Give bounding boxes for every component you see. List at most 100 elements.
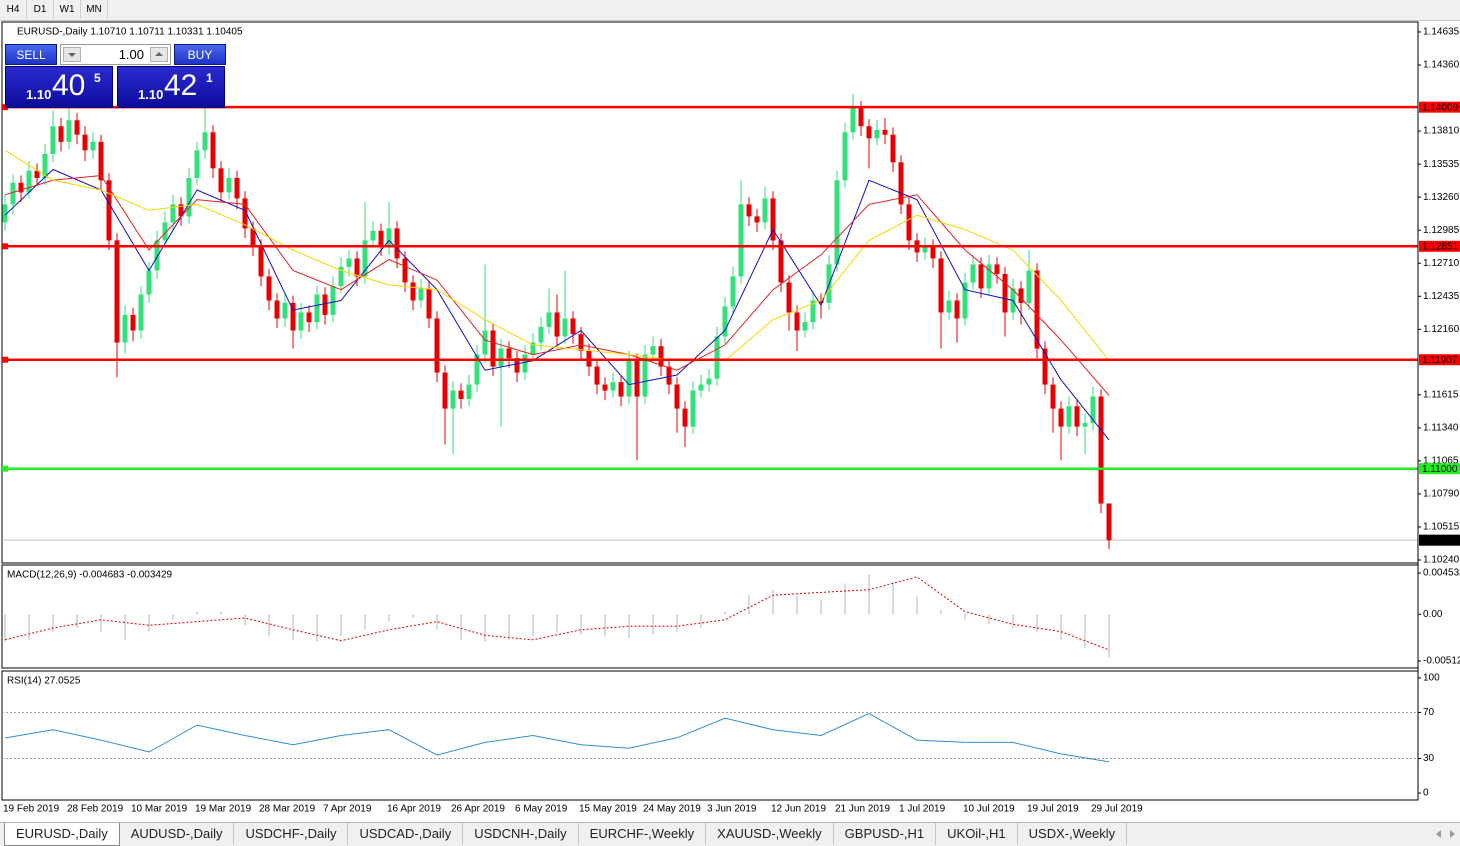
candle-body bbox=[618, 382, 624, 397]
date-label: 19 Feb 2019 bbox=[3, 804, 60, 815]
candle-body bbox=[986, 264, 992, 289]
candle-body bbox=[122, 314, 128, 343]
date-label: 3 Jun 2019 bbox=[707, 804, 757, 815]
y-tick-label: 1.13810 bbox=[1423, 126, 1460, 137]
candle-body bbox=[930, 246, 936, 259]
moving-average bbox=[4, 174, 1110, 396]
lot-value: 1.00 bbox=[118, 47, 144, 62]
candle-body bbox=[58, 126, 64, 142]
lot-up[interactable] bbox=[150, 47, 168, 62]
y-tick-label: 1.13260 bbox=[1423, 192, 1460, 203]
chart-tab[interactable]: USDX-,Weekly bbox=[1018, 823, 1128, 845]
y-tick-label: 1.12985 bbox=[1423, 225, 1460, 236]
price-prefix: 1.10 bbox=[26, 87, 52, 102]
buy-button[interactable]: BUY bbox=[174, 44, 226, 65]
candle-body bbox=[1018, 288, 1024, 303]
candle-body bbox=[330, 286, 336, 315]
timeframe-button[interactable]: W1 bbox=[54, 0, 81, 19]
candle-body bbox=[194, 150, 200, 178]
tab-scroll-right[interactable] bbox=[1450, 830, 1455, 838]
tab-scroll-left[interactable] bbox=[1436, 830, 1441, 838]
candle-body bbox=[10, 182, 16, 205]
candle-body bbox=[842, 132, 848, 181]
candle-body bbox=[1042, 348, 1048, 385]
date-label: 10 Jul 2019 bbox=[963, 804, 1015, 815]
candle-body bbox=[554, 312, 560, 337]
candle-body bbox=[994, 264, 1000, 275]
chart-tab[interactable]: USDCHF-,Daily bbox=[234, 823, 349, 845]
candle-body bbox=[546, 312, 552, 327]
chart-tab[interactable]: GBPUSD-,H1 bbox=[834, 823, 937, 845]
price-fraction: 1 bbox=[206, 71, 213, 85]
candle-body bbox=[490, 330, 496, 367]
y-tick-label: 1.11340 bbox=[1423, 422, 1459, 433]
candle-body bbox=[786, 282, 792, 313]
candle-body bbox=[314, 294, 320, 323]
timeframe-button[interactable]: H4 bbox=[0, 0, 27, 19]
candle-body bbox=[602, 384, 608, 391]
chart-tab[interactable]: USDCNH-,Daily bbox=[463, 823, 579, 845]
candle-body bbox=[106, 180, 112, 241]
date-label: 19 Mar 2019 bbox=[195, 804, 252, 815]
chart-tab[interactable]: XAUUSD-,Weekly bbox=[706, 823, 834, 845]
level-label: 1.10405 bbox=[1422, 535, 1459, 546]
candle-body bbox=[730, 276, 736, 307]
candle-body bbox=[1058, 408, 1064, 427]
candle-body bbox=[354, 258, 360, 277]
lot-input[interactable]: 1.00 bbox=[60, 44, 171, 65]
candle-body bbox=[338, 266, 344, 287]
candle-body bbox=[754, 216, 760, 223]
panel-title: MACD(12,26,9) -0.004683 -0.003429 bbox=[7, 570, 173, 581]
candle-body bbox=[922, 246, 928, 253]
candle-body bbox=[370, 230, 376, 241]
candle-body bbox=[634, 360, 640, 397]
date-label: 26 Apr 2019 bbox=[451, 804, 505, 815]
candle-body bbox=[658, 346, 664, 367]
timeframe-button[interactable]: D1 bbox=[27, 0, 54, 19]
y-tick-label: 30 bbox=[1423, 753, 1435, 764]
panel-frame bbox=[1, 670, 1419, 801]
candle-body bbox=[418, 288, 424, 301]
chart-tab[interactable]: EURUSD-,Daily bbox=[4, 823, 120, 846]
candle-body bbox=[970, 264, 976, 283]
level-label: 1.14009 bbox=[1422, 102, 1459, 113]
candle-body bbox=[642, 354, 648, 397]
price-pips: 42 bbox=[164, 69, 198, 102]
candle-body bbox=[18, 182, 24, 193]
candle-body bbox=[210, 132, 216, 169]
candle-body bbox=[802, 322, 808, 331]
candle-body bbox=[170, 204, 176, 223]
candle-body bbox=[1066, 406, 1072, 427]
chart-tab[interactable]: USDCAD-,Daily bbox=[348, 823, 464, 845]
candle-body bbox=[442, 372, 448, 409]
y-tick-label: 1.10240 bbox=[1423, 555, 1460, 566]
candle-body bbox=[162, 222, 168, 241]
moving-average bbox=[4, 149, 1110, 362]
candle-body bbox=[82, 134, 88, 151]
lot-down[interactable] bbox=[63, 47, 81, 62]
candle-body bbox=[178, 204, 184, 217]
buy-price[interactable]: 1.10 42 1 bbox=[117, 66, 225, 108]
sell-price[interactable]: 1.10 40 5 bbox=[5, 66, 113, 108]
level-label: 1.11907 bbox=[1422, 355, 1458, 366]
candle-body bbox=[890, 134, 896, 163]
date-label: 15 May 2019 bbox=[579, 804, 637, 815]
chart-tab[interactable]: AUDUSD-,Daily bbox=[120, 823, 235, 845]
candle-body bbox=[1082, 423, 1088, 427]
candle-body bbox=[138, 294, 144, 331]
candle-body bbox=[698, 384, 704, 391]
level-label: 1.12851 bbox=[1422, 241, 1459, 252]
chart-tab[interactable]: EURCHF-,Weekly bbox=[579, 823, 707, 845]
price-pips: 40 bbox=[52, 69, 86, 102]
sell-button[interactable]: SELL bbox=[5, 44, 57, 65]
candle-body bbox=[426, 288, 432, 319]
candle-body bbox=[1026, 270, 1032, 303]
candle-body bbox=[290, 302, 296, 331]
y-tick-label: 1.12710 bbox=[1423, 258, 1460, 269]
one-click-trading: SELL 1.00 BUY 1.10 40 5 1.10 42 1 bbox=[5, 44, 226, 108]
y-tick-label: 1.13535 bbox=[1423, 159, 1460, 170]
level-marker bbox=[2, 356, 8, 363]
candle-body bbox=[594, 366, 600, 385]
timeframe-button[interactable]: MN bbox=[81, 0, 108, 19]
chart-tab[interactable]: UKOil-,H1 bbox=[936, 823, 1018, 845]
